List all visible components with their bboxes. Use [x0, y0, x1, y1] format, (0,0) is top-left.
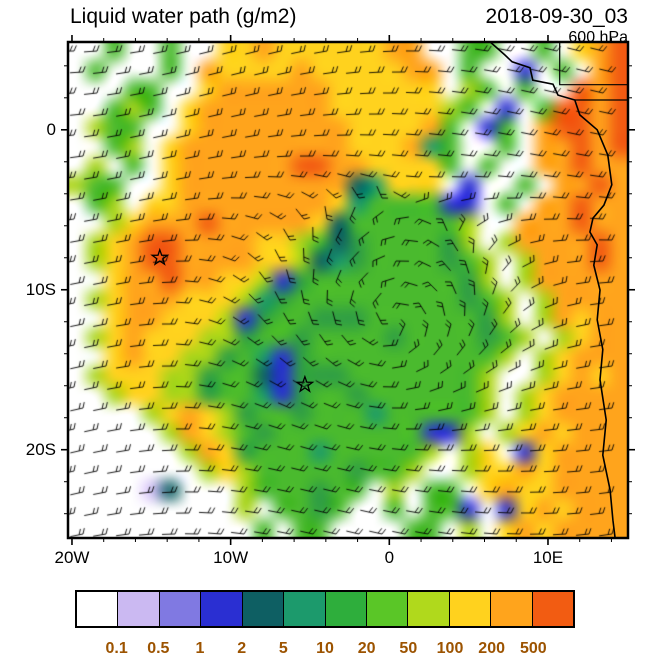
colorbar-cell [365, 592, 408, 626]
x-tick-label: 0 [384, 548, 395, 567]
colorbar-tick-label: 1 [195, 640, 205, 657]
colorbar-tick-label: 0.5 [147, 640, 170, 657]
lwp-field-canvas [68, 42, 628, 538]
colorbar-tick-label: 500 [519, 640, 547, 657]
colorbar-cell [448, 592, 491, 626]
colorbar [75, 590, 575, 628]
colorbar-cell [531, 592, 574, 626]
map-plot-area [60, 34, 636, 546]
colorbar-tick-label: 10 [316, 640, 334, 657]
colorbar-tick-label: 5 [278, 640, 288, 657]
colorbar-cell [283, 592, 325, 626]
coastline [489, 41, 616, 539]
colorbar-tick-label: 100 [436, 640, 464, 657]
chart-title: Liquid water path (g/m2) [70, 5, 297, 28]
colorbar-cell [200, 592, 242, 626]
colorbar-tick-label: 20 [357, 640, 376, 657]
y-tick-label: 10S [25, 279, 56, 299]
colorbar-tick-label: 0.1 [105, 640, 128, 657]
map-overlay [61, 35, 635, 545]
colorbar-cell [158, 592, 201, 626]
colorbar-cell [117, 592, 159, 626]
colorbar-cell [407, 592, 449, 626]
colorbar-tick-label: 2 [237, 640, 247, 657]
x-tick-label: 10W [213, 548, 249, 567]
colorbar-cell [324, 592, 366, 626]
star-marker [150, 247, 170, 266]
x-tick-label: 10E [532, 548, 564, 567]
colorbar-tick-label: 200 [478, 640, 506, 657]
colorbar-cell [241, 592, 284, 626]
y-tick-label: 20S [25, 439, 56, 459]
colorbar-cell [77, 592, 118, 626]
plot-border [66, 40, 630, 540]
datetime-label: 2018-09-30_03 [485, 5, 628, 28]
country-border [559, 42, 628, 86]
star-marker [295, 374, 315, 393]
colorbar-tick-label: 50 [399, 640, 418, 657]
y-tick-label: 0 [46, 119, 56, 139]
colorbar-cell [490, 592, 532, 626]
x-tick-label: 20W [54, 548, 90, 567]
